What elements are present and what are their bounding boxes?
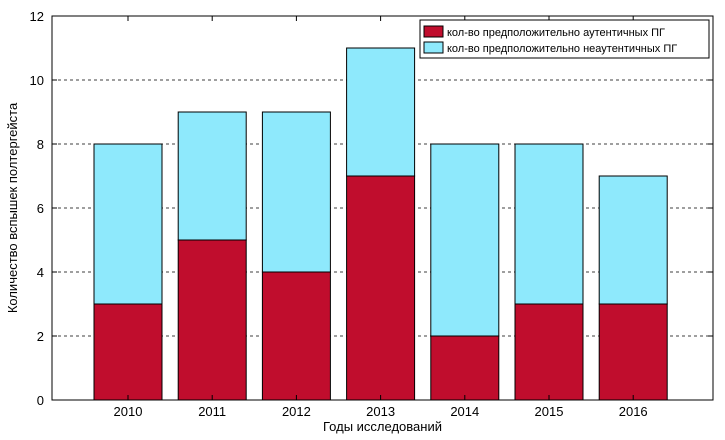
bar-2016-series-0 — [598, 303, 668, 401]
bar-2015-series-1 — [514, 143, 584, 305]
x-tick-label: 2016 — [619, 404, 648, 419]
x-tick-label: 2015 — [535, 404, 564, 419]
legend-label-inauthentic: кол-во предположительно неаутентичных ПГ — [447, 43, 677, 55]
bar-2013-series-1 — [346, 47, 416, 177]
bars — [93, 47, 668, 401]
bar-2012-series-1 — [261, 111, 331, 273]
y-axis-ticks: 0 2 4 6 8 10 12 — [30, 9, 713, 408]
bar-2010-series-0 — [93, 303, 163, 401]
y-axis-label: Количество вспышек полтергейста — [5, 102, 20, 313]
x-axis-ticks: 2010 2011 2012 2013 2014 2015 2016 — [114, 16, 648, 419]
y-tick-label: 12 — [30, 9, 44, 24]
bar-2015-series-0 — [514, 303, 584, 401]
bar-2011-series-1 — [177, 111, 247, 241]
legend-swatch-authentic — [423, 25, 444, 38]
bar-2014-series-1 — [430, 143, 500, 337]
bar-2011-series-0 — [177, 239, 247, 401]
legend: кол-во предположительно аутентичных ПГ к… — [419, 19, 710, 59]
y-tick-label: 4 — [37, 265, 44, 280]
x-tick-label: 2011 — [198, 404, 226, 419]
bar-2016-series-1 — [598, 175, 668, 305]
y-tick-label: 6 — [37, 201, 44, 216]
y-tick-label: 8 — [37, 137, 44, 152]
x-axis-label: Годы исследований — [323, 419, 442, 434]
bar-2012-series-0 — [261, 271, 331, 401]
bar-2010-series-1 — [93, 143, 163, 305]
x-tick-label: 2013 — [366, 404, 395, 419]
y-tick-label: 2 — [37, 329, 44, 344]
x-tick-label: 2012 — [282, 404, 311, 419]
x-tick-label: 2014 — [450, 404, 479, 419]
bar-2013-series-0 — [346, 175, 416, 401]
legend-box — [419, 19, 710, 59]
x-tick-label: 2010 — [114, 404, 143, 419]
legend-label-authentic: кол-во предположительно аутентичных ПГ — [447, 27, 665, 39]
y-tick-label: 0 — [37, 393, 44, 408]
y-tick-label: 10 — [30, 73, 44, 88]
legend-swatch-inauthentic — [423, 41, 444, 54]
bar-2014-series-0 — [430, 335, 500, 401]
